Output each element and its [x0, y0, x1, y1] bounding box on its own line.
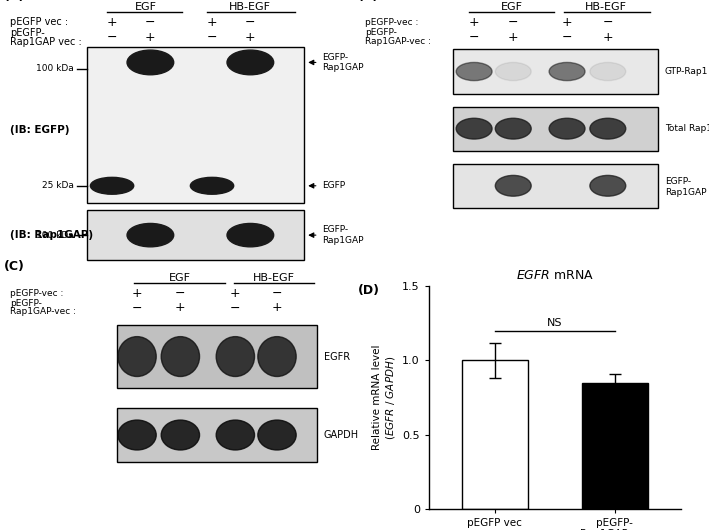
Ellipse shape: [258, 420, 296, 450]
Ellipse shape: [456, 118, 492, 139]
Text: pEGFP-: pEGFP-: [11, 28, 45, 38]
Ellipse shape: [496, 63, 531, 81]
Text: (IB: Rap1GAP): (IB: Rap1GAP): [11, 230, 94, 240]
Text: EGF: EGF: [501, 2, 523, 12]
Text: +: +: [508, 31, 518, 45]
Text: Rap1GAP: Rap1GAP: [322, 236, 364, 245]
Text: (D): (D): [358, 284, 380, 297]
Text: +: +: [132, 287, 143, 299]
Text: 100 kDa: 100 kDa: [36, 65, 74, 74]
Text: HB-EGF: HB-EGF: [229, 2, 272, 12]
Text: pEGFP vec :: pEGFP vec :: [11, 17, 69, 27]
Ellipse shape: [590, 118, 626, 139]
Ellipse shape: [549, 118, 585, 139]
Text: EGF: EGF: [169, 273, 191, 283]
Bar: [462, 360, 527, 509]
Text: +: +: [272, 302, 282, 314]
Text: Rap1GAP: Rap1GAP: [665, 188, 706, 197]
Text: EGFP-: EGFP-: [322, 225, 348, 234]
Text: −: −: [469, 31, 479, 45]
Text: +: +: [603, 31, 613, 45]
Bar: [87, 210, 303, 260]
Text: pEGFP-: pEGFP-: [365, 28, 397, 37]
Ellipse shape: [91, 178, 134, 194]
Bar: [117, 408, 317, 462]
Ellipse shape: [227, 50, 274, 75]
Text: (A): (A): [4, 0, 25, 3]
Text: −: −: [272, 287, 282, 299]
Text: Total Rap1: Total Rap1: [665, 124, 709, 133]
Text: 25 kDa: 25 kDa: [42, 181, 74, 190]
Text: (B): (B): [358, 0, 379, 3]
Ellipse shape: [227, 224, 274, 247]
Y-axis label: Relative mRNA level
($\it{EGFR}$ / $\it{GAPDH}$): Relative mRNA level ($\it{EGFR}$ / $\it{…: [372, 344, 397, 450]
Text: pEGFP-vec :: pEGFP-vec :: [365, 17, 418, 26]
Text: +: +: [175, 302, 186, 314]
Text: GTP-Rap1: GTP-Rap1: [665, 67, 708, 76]
Ellipse shape: [496, 175, 531, 196]
Text: HB-EGF: HB-EGF: [585, 2, 627, 12]
Text: −: −: [603, 16, 613, 29]
Text: EGFP-: EGFP-: [665, 178, 691, 187]
Text: GAPDH: GAPDH: [323, 430, 359, 440]
Ellipse shape: [590, 175, 626, 196]
Text: +: +: [469, 16, 479, 29]
Text: +: +: [145, 31, 156, 45]
Text: −: −: [245, 16, 256, 29]
Bar: [117, 325, 317, 388]
Text: 100 kDa: 100 kDa: [36, 231, 74, 240]
Ellipse shape: [590, 63, 626, 81]
Text: +: +: [107, 16, 118, 29]
Text: EGFP: EGFP: [322, 181, 345, 190]
Text: +: +: [207, 16, 218, 29]
Ellipse shape: [216, 420, 255, 450]
Text: pEGFP-vec :: pEGFP-vec :: [11, 288, 64, 297]
Bar: [453, 107, 659, 151]
Text: −: −: [175, 287, 186, 299]
Text: HB-EGF: HB-EGF: [252, 273, 295, 283]
Text: NS: NS: [547, 318, 562, 328]
Ellipse shape: [127, 50, 174, 75]
Text: +: +: [245, 31, 256, 45]
Bar: [582, 383, 648, 509]
Text: −: −: [107, 31, 117, 45]
Ellipse shape: [496, 118, 531, 139]
Text: −: −: [145, 16, 156, 29]
Text: +: +: [230, 287, 240, 299]
Bar: [87, 47, 303, 202]
Text: EGFR: EGFR: [323, 351, 350, 361]
Ellipse shape: [190, 178, 234, 194]
Ellipse shape: [216, 337, 255, 376]
Text: Rap1GAP-vec :: Rap1GAP-vec :: [365, 37, 431, 46]
Ellipse shape: [161, 337, 199, 376]
Ellipse shape: [549, 63, 585, 81]
Text: −: −: [562, 31, 572, 45]
Text: Rap1GAP vec :: Rap1GAP vec :: [11, 37, 82, 47]
Text: EGF: EGF: [135, 2, 157, 12]
Text: −: −: [207, 31, 217, 45]
Text: −: −: [132, 302, 143, 314]
Text: EGFP-: EGFP-: [322, 53, 348, 61]
Ellipse shape: [127, 224, 174, 247]
Ellipse shape: [161, 420, 199, 450]
Ellipse shape: [118, 337, 156, 376]
Text: Rap1GAP-vec :: Rap1GAP-vec :: [11, 307, 77, 316]
Text: pEGFP-: pEGFP-: [11, 298, 43, 307]
Text: (C): (C): [4, 260, 25, 273]
Title: $\it{EGFR}$ mRNA: $\it{EGFR}$ mRNA: [515, 269, 594, 282]
Text: Rap1GAP: Rap1GAP: [322, 63, 364, 72]
Bar: [453, 164, 659, 208]
Text: +: +: [562, 16, 572, 29]
Bar: [453, 49, 659, 94]
Ellipse shape: [456, 63, 492, 81]
Text: −: −: [508, 16, 518, 29]
Ellipse shape: [258, 337, 296, 376]
Ellipse shape: [118, 420, 156, 450]
Text: −: −: [230, 302, 240, 314]
Text: (IB: EGFP): (IB: EGFP): [11, 125, 70, 135]
